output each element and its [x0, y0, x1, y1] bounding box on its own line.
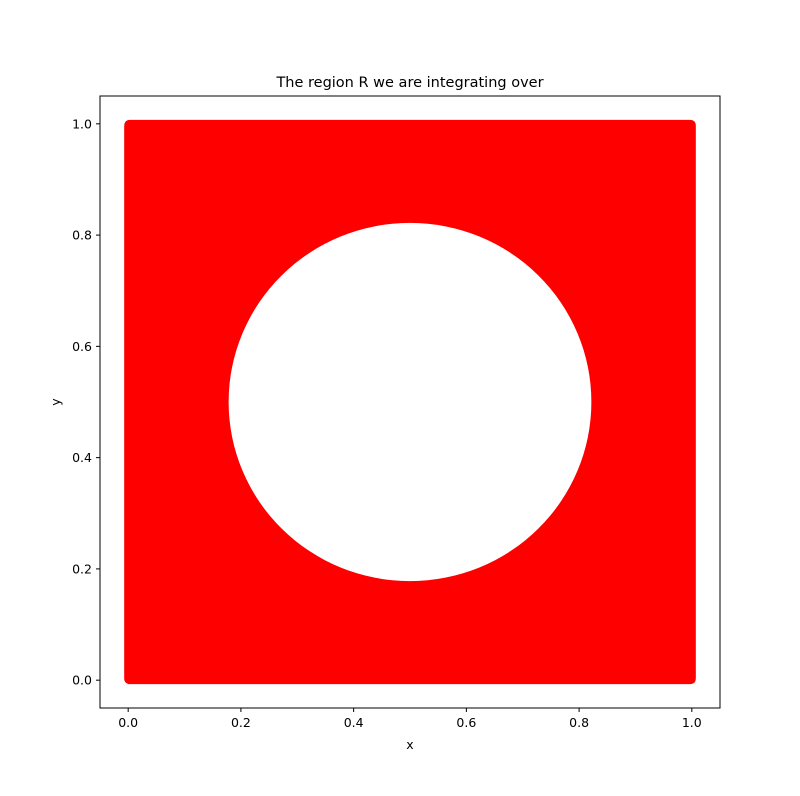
y-tick-label: 0.6: [72, 339, 92, 354]
y-axis-label: y: [48, 398, 63, 406]
y-tick-label: 0.8: [72, 228, 92, 243]
y-tick-label: 0.2: [72, 561, 92, 576]
y-tick-label: 0.4: [72, 450, 92, 465]
plot-area: [124, 119, 696, 685]
chart-title: The region R we are integrating over: [275, 75, 543, 91]
x-axis-ticks: 0.0 0.2 0.4 0.6 0.8 1.0: [118, 708, 702, 730]
y-tick-label: 0.0: [72, 673, 92, 688]
x-tick-label: 0.4: [344, 715, 364, 730]
x-tick-label: 0.8: [569, 715, 589, 730]
y-tick-label: 1.0: [72, 116, 92, 131]
axes-frame: [99, 95, 721, 709]
x-tick-label: 0.0: [118, 715, 138, 730]
x-tick-label: 0.2: [231, 715, 251, 730]
region-r: [124, 119, 696, 685]
y-axis-ticks: 0.0 0.2 0.4 0.6 0.8 1.0: [72, 116, 100, 688]
x-tick-label: 1.0: [682, 715, 702, 730]
x-axis-label: x: [406, 737, 413, 752]
x-tick-label: 0.6: [456, 715, 476, 730]
